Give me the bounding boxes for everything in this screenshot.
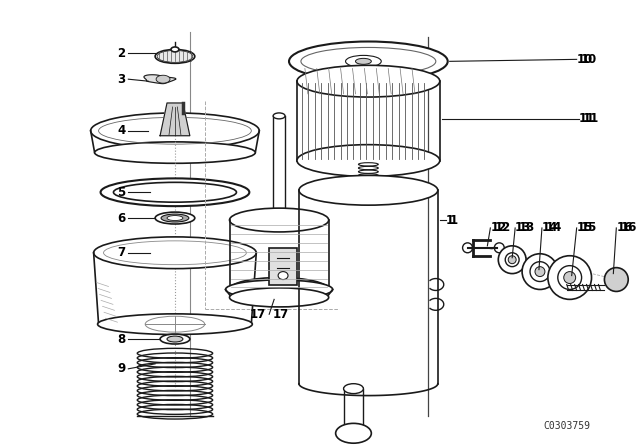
Text: 2: 2 xyxy=(117,47,125,60)
Ellipse shape xyxy=(156,75,170,83)
Ellipse shape xyxy=(97,314,252,335)
Polygon shape xyxy=(160,103,190,136)
Text: 10: 10 xyxy=(580,53,597,66)
Ellipse shape xyxy=(93,237,256,269)
Text: 13: 13 xyxy=(519,221,536,234)
Ellipse shape xyxy=(508,256,516,264)
Ellipse shape xyxy=(161,214,189,222)
Ellipse shape xyxy=(564,271,575,284)
Ellipse shape xyxy=(95,142,255,164)
Text: 16: 16 xyxy=(620,221,637,234)
Text: 4: 4 xyxy=(117,124,125,137)
Text: 1: 1 xyxy=(445,214,454,227)
Ellipse shape xyxy=(273,212,285,218)
Text: C0303759: C0303759 xyxy=(543,421,590,431)
Ellipse shape xyxy=(91,113,259,149)
Text: 1: 1 xyxy=(450,214,458,227)
Ellipse shape xyxy=(558,266,582,289)
Ellipse shape xyxy=(155,49,195,63)
Text: 17: 17 xyxy=(250,308,266,321)
Ellipse shape xyxy=(273,113,285,119)
Text: 15: 15 xyxy=(580,221,597,234)
Ellipse shape xyxy=(225,280,333,299)
Text: 17: 17 xyxy=(273,308,289,321)
Text: 10: 10 xyxy=(577,53,593,66)
Ellipse shape xyxy=(535,267,545,276)
Ellipse shape xyxy=(278,271,288,280)
Ellipse shape xyxy=(157,51,193,62)
Ellipse shape xyxy=(530,262,550,281)
Ellipse shape xyxy=(230,288,329,307)
Ellipse shape xyxy=(167,215,183,220)
Ellipse shape xyxy=(155,212,195,224)
Text: 13: 13 xyxy=(515,221,531,234)
Text: 16: 16 xyxy=(616,221,633,234)
Ellipse shape xyxy=(604,267,628,292)
Ellipse shape xyxy=(505,253,519,267)
Ellipse shape xyxy=(100,178,250,206)
Text: 9: 9 xyxy=(117,362,125,375)
Bar xyxy=(269,248,297,285)
Text: 11: 11 xyxy=(579,112,595,125)
Ellipse shape xyxy=(548,256,591,299)
Ellipse shape xyxy=(522,254,558,289)
Ellipse shape xyxy=(160,334,190,344)
Ellipse shape xyxy=(230,278,329,302)
Text: 5: 5 xyxy=(117,186,125,199)
Ellipse shape xyxy=(230,208,329,232)
Ellipse shape xyxy=(355,58,371,65)
Ellipse shape xyxy=(494,243,504,253)
Ellipse shape xyxy=(299,176,438,205)
Text: 12: 12 xyxy=(494,221,511,234)
Text: 8: 8 xyxy=(117,332,125,345)
Ellipse shape xyxy=(297,145,440,177)
Ellipse shape xyxy=(335,423,371,443)
Text: 7: 7 xyxy=(117,246,125,259)
Ellipse shape xyxy=(463,243,472,253)
Text: 11: 11 xyxy=(582,112,599,125)
Polygon shape xyxy=(144,75,176,84)
Ellipse shape xyxy=(289,42,448,81)
Ellipse shape xyxy=(171,47,179,52)
Ellipse shape xyxy=(167,336,183,342)
Ellipse shape xyxy=(297,65,440,97)
Ellipse shape xyxy=(113,182,236,202)
Ellipse shape xyxy=(499,246,526,274)
Text: 14: 14 xyxy=(542,221,558,234)
Ellipse shape xyxy=(344,383,364,394)
Text: 15: 15 xyxy=(577,221,593,234)
Text: 3: 3 xyxy=(117,73,125,86)
Text: 12: 12 xyxy=(490,221,507,234)
Text: 14: 14 xyxy=(546,221,563,234)
Text: 6: 6 xyxy=(117,211,125,224)
